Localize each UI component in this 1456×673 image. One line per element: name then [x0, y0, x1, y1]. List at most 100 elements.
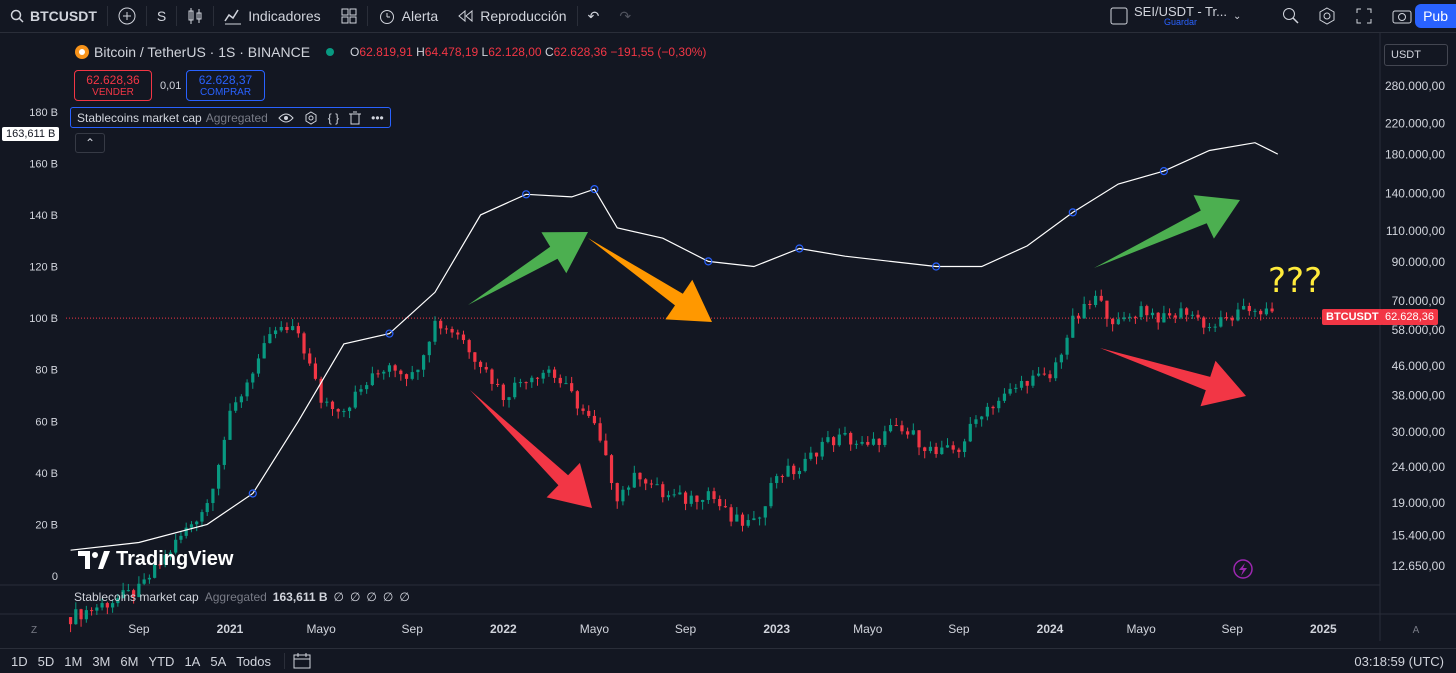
pane2-extra: ∅ — [382, 590, 394, 604]
candle-body — [1253, 310, 1257, 312]
candle-body — [116, 598, 120, 604]
timeframe-6m[interactable]: 6M — [120, 653, 139, 669]
date-range-icon[interactable] — [293, 653, 311, 669]
candle-body — [985, 406, 989, 417]
candle-body — [195, 521, 199, 525]
candle-body — [849, 432, 853, 445]
collapse-legend-button[interactable]: ⌃ — [75, 133, 105, 153]
red-arrow — [470, 390, 592, 508]
candle-body — [478, 361, 483, 367]
currency-select[interactable]: USDT — [1384, 44, 1448, 66]
stablecoin-marker — [248, 489, 257, 498]
candle-body — [678, 492, 682, 495]
candle-body — [256, 358, 261, 374]
ohlc-values: O62.819,91 H64.478,19 L62.128,00 C62.628… — [350, 45, 707, 59]
candle-body — [769, 483, 773, 507]
candle-body — [763, 506, 767, 518]
time-axis-tick: Mayo — [1126, 622, 1156, 636]
alarm-clock-icon — [378, 7, 396, 25]
templates-button[interactable] — [331, 0, 367, 32]
buy-button[interactable]: 62.628,37 COMPRAR — [186, 70, 265, 101]
redo-button[interactable]: ↷ — [609, 0, 641, 32]
candle-body — [461, 334, 466, 341]
candle-body — [820, 441, 824, 457]
candle-body — [649, 483, 653, 485]
candle-body — [689, 495, 693, 504]
chart-type-button[interactable] — [177, 0, 213, 32]
quick-search-button[interactable] — [1272, 0, 1310, 32]
candle-body — [877, 438, 881, 445]
timeframe-1m[interactable]: 1M — [64, 653, 83, 669]
fullscreen-button[interactable] — [1346, 0, 1382, 32]
replay-button[interactable]: Reproducción — [448, 0, 576, 32]
source-code-icon[interactable]: { } — [327, 110, 340, 125]
timeframe-3m[interactable]: 3M — [92, 653, 111, 669]
candle-body — [353, 391, 357, 408]
stablecoin-marker — [795, 244, 804, 253]
candle-body — [1270, 308, 1274, 312]
candle-body — [262, 343, 266, 359]
candle-body — [570, 383, 574, 392]
stablecoin-marker — [1068, 208, 1077, 217]
compare-button[interactable] — [108, 0, 146, 32]
alert-button[interactable]: Alerta — [368, 0, 449, 32]
tradingview-logo[interactable]: TradingView — [78, 548, 233, 571]
right-axis-tick: 140.000,00 — [1385, 186, 1445, 200]
timeframe-5a[interactable]: 5A — [210, 653, 227, 669]
candle-body — [740, 514, 745, 526]
candle-body — [672, 494, 676, 496]
candle-body — [1179, 308, 1183, 318]
candle-body — [347, 407, 352, 412]
sell-button[interactable]: 62.628,36 VENDER — [74, 70, 152, 101]
indicators-button[interactable]: Indicadores — [214, 0, 330, 32]
snapshot-button[interactable] — [1382, 0, 1422, 32]
timeframe-5d[interactable]: 5D — [37, 653, 55, 669]
candle-body — [666, 495, 671, 498]
candle-body — [74, 609, 78, 625]
left-axis-value-flag: 163,611 B — [2, 127, 60, 141]
layout-button[interactable]: SEI/USDT - Tr... Guardar ⌄ — [1100, 0, 1251, 32]
more-icon[interactable]: ••• — [371, 110, 384, 125]
candle-body — [68, 617, 73, 625]
interval-label: S — [156, 8, 167, 24]
candle-body — [456, 332, 460, 335]
plus-circle-icon — [118, 7, 136, 25]
candle-body — [518, 382, 523, 384]
interval-button[interactable]: S — [147, 0, 176, 32]
candle-body — [174, 539, 178, 553]
candle-body — [217, 464, 221, 489]
timeframe-1d[interactable]: 1D — [11, 653, 28, 669]
publish-button[interactable]: Pub — [1415, 4, 1456, 28]
divider — [106, 6, 108, 26]
undo-button[interactable]: ↶ — [578, 0, 610, 32]
right-axis-tick: 12.650,00 — [1392, 559, 1446, 573]
candle-body — [251, 373, 255, 383]
candle-body — [433, 320, 437, 342]
symbol-search[interactable]: BTCUSDT — [0, 0, 107, 32]
eye-icon[interactable] — [278, 112, 294, 124]
indicator-legend[interactable]: Stablecoins market cap Aggregated { } ••… — [70, 107, 391, 128]
clock[interactable]: 03:18:59 (UTC) — [1354, 654, 1444, 669]
price-chart[interactable]: 180 B 160 B 140 B 120 B 100 B 80 B 60 B 40 B 20 … — [0, 33, 1456, 641]
candle-body — [100, 603, 104, 608]
candle-body — [945, 445, 950, 448]
candle-body — [1156, 312, 1160, 323]
settings-button[interactable] — [1308, 0, 1346, 32]
timeframe-1a[interactable]: 1A — [184, 653, 201, 669]
candle-body — [598, 423, 602, 441]
divider — [176, 6, 178, 26]
redo-icon: ↷ — [619, 7, 632, 24]
candle-body — [222, 439, 226, 465]
right-axis-tick: 220.000,00 — [1385, 116, 1445, 130]
candle-body — [1167, 313, 1172, 316]
right-axis-tick: 110.000,00 — [1386, 224, 1445, 238]
candle-body — [723, 506, 728, 508]
candle-body — [535, 377, 540, 379]
candle-body — [552, 369, 557, 378]
candle-body — [163, 554, 167, 565]
candle-body — [900, 425, 904, 432]
timeframe-ytd[interactable]: YTD — [148, 653, 175, 669]
timeframe-todos[interactable]: Todos — [236, 653, 271, 669]
gear-icon[interactable] — [304, 110, 318, 125]
trash-icon[interactable] — [349, 111, 362, 125]
